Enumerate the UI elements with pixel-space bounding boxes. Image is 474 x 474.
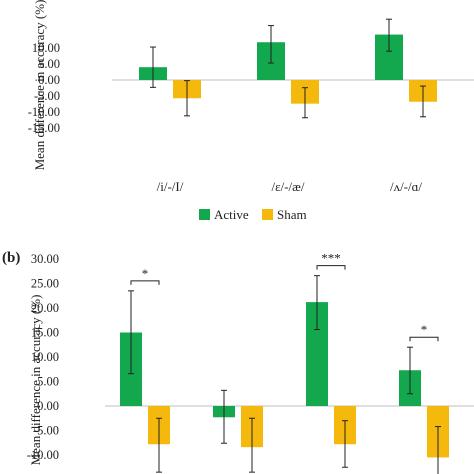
panel-label-b: (b) xyxy=(2,250,20,266)
significance-label: * xyxy=(421,322,428,337)
x-category-label: /ɛ/-/æ/ xyxy=(272,179,305,194)
legend-label-sham: Sham xyxy=(277,207,307,222)
y-tick-label: 10.00 xyxy=(32,41,60,55)
y-tick-label: 5.00 xyxy=(38,57,60,71)
significance-bracket xyxy=(316,265,346,270)
bar-active xyxy=(306,302,328,406)
y-tick-label: -5.00 xyxy=(34,89,60,103)
y-tick-label: -15.00 xyxy=(28,121,60,135)
y-tick-label: 10.00 xyxy=(31,350,59,364)
y-tick-label: 5.00 xyxy=(37,375,59,389)
y-tick-label: -5.00 xyxy=(33,424,59,438)
significance-bracket xyxy=(409,336,439,342)
y-axis-label: Mean difference in accuracy (%) xyxy=(28,295,43,466)
legend: Active Sham xyxy=(199,207,307,222)
legend-swatch-active xyxy=(199,209,210,220)
y-tick-label: 15.00 xyxy=(31,326,59,340)
significance-bracket xyxy=(130,280,160,285)
y-axis-label: Mean difference in accuracy (%) xyxy=(32,0,47,170)
y-tick-label: 0.00 xyxy=(38,73,60,87)
y-tick-label: 0.00 xyxy=(37,399,59,413)
panel-b: -10.00 -5.00 0.00 5.00 10.00 15.00 20.00 25.00 3… xyxy=(27,251,474,474)
significance-label: *** xyxy=(321,251,341,266)
legend-swatch-sham xyxy=(262,209,273,220)
x-category-label: /i/-/I/ xyxy=(157,179,184,194)
y-tick-label: 30.00 xyxy=(31,252,59,266)
y-tick-label: -10.00 xyxy=(28,105,60,119)
y-tick-label: 25.00 xyxy=(31,277,59,291)
y-tick-label: 20.00 xyxy=(31,301,59,315)
y-tick-label: -10.00 xyxy=(27,448,59,462)
x-category-label: /ʌ/-/ɑ/ xyxy=(390,179,422,194)
legend-label-active: Active xyxy=(214,207,249,222)
significance-label: * xyxy=(142,266,149,281)
